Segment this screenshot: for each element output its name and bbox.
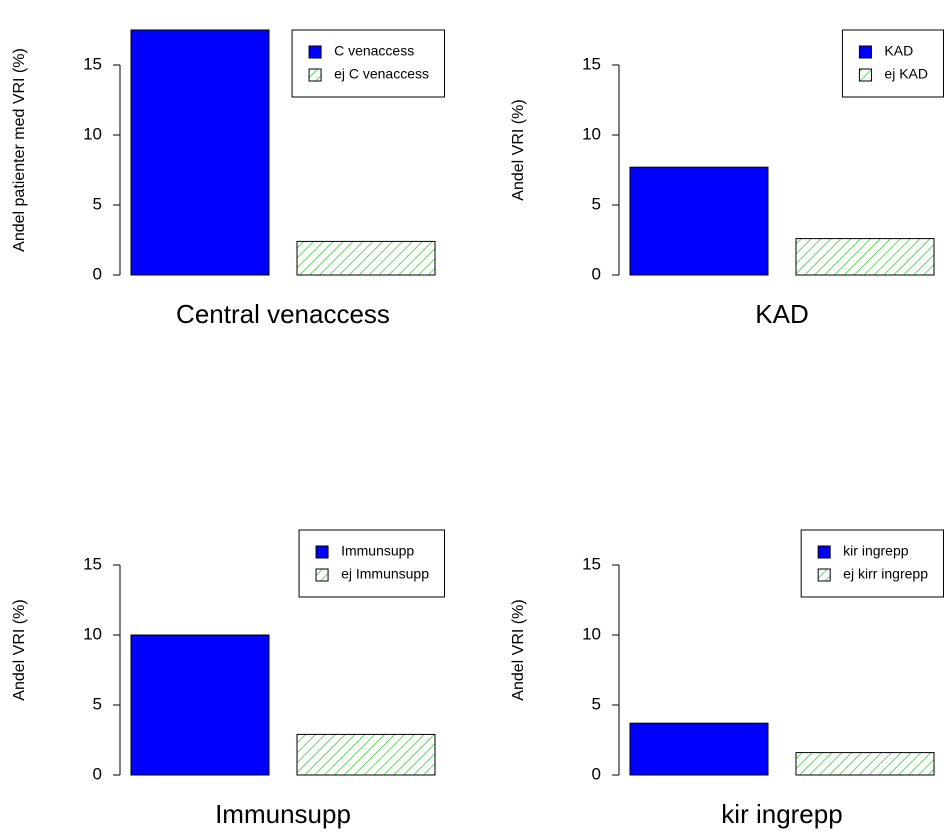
y-tick-label: 5 — [93, 194, 102, 213]
legend-label: ej kirr ingrepp — [843, 566, 928, 582]
y-tick-label: 0 — [592, 264, 601, 283]
y-tick-label: 5 — [592, 194, 601, 213]
legend-swatch — [817, 545, 831, 559]
x-axis-title: KAD — [755, 299, 808, 329]
legend-label: ej Immunsupp — [341, 566, 429, 582]
legend-label: ej C venaccess — [334, 66, 429, 82]
y-axis-label: Andel VRI (%) — [510, 599, 527, 700]
bar — [629, 722, 769, 776]
y-tick-label: 10 — [582, 124, 601, 143]
y-tick-label: 10 — [582, 624, 601, 643]
bar — [795, 238, 935, 276]
y-tick-label: 15 — [582, 54, 601, 73]
y-tick-label: 15 — [83, 54, 102, 73]
y-axis-label: Andel patienter med VRI (%) — [11, 48, 28, 252]
legend-swatch — [308, 45, 322, 59]
legend-label: C venaccess — [334, 43, 414, 59]
y-axis-label: Andel VRI (%) — [11, 599, 28, 700]
y-tick-label: 5 — [93, 694, 102, 713]
y-axis-label: Andel VRI (%) — [510, 99, 527, 200]
legend-swatch — [858, 45, 872, 59]
legend-swatch — [308, 68, 322, 82]
y-tick-label: 0 — [592, 764, 601, 783]
legend-label: KAD — [884, 43, 913, 59]
legend-label: ej KAD — [884, 66, 928, 82]
x-axis-title: kir ingrepp — [721, 799, 842, 829]
y-tick-label: 15 — [83, 554, 102, 573]
legend-box — [800, 529, 944, 598]
y-tick-label: 15 — [582, 554, 601, 573]
legend-box — [291, 29, 445, 98]
legend-swatch — [858, 68, 872, 82]
legend-label: Immunsupp — [341, 543, 414, 559]
bar — [296, 240, 436, 276]
bar — [629, 166, 769, 276]
legend-swatch — [315, 568, 329, 582]
y-tick-label: 5 — [592, 694, 601, 713]
bar — [296, 733, 436, 776]
legend-swatch — [817, 568, 831, 582]
legend-box — [298, 529, 445, 598]
y-tick-label: 0 — [93, 764, 102, 783]
legend-label: kir ingrepp — [843, 543, 909, 559]
legend-box — [841, 29, 944, 98]
bar — [130, 29, 270, 276]
y-tick-label: 10 — [83, 124, 102, 143]
y-tick-label: 10 — [83, 624, 102, 643]
x-axis-title: Immunsupp — [215, 799, 351, 829]
y-tick-label: 0 — [93, 264, 102, 283]
bar — [795, 752, 935, 776]
x-axis-title: Central venaccess — [176, 299, 390, 329]
legend-swatch — [315, 545, 329, 559]
bar — [130, 634, 270, 776]
